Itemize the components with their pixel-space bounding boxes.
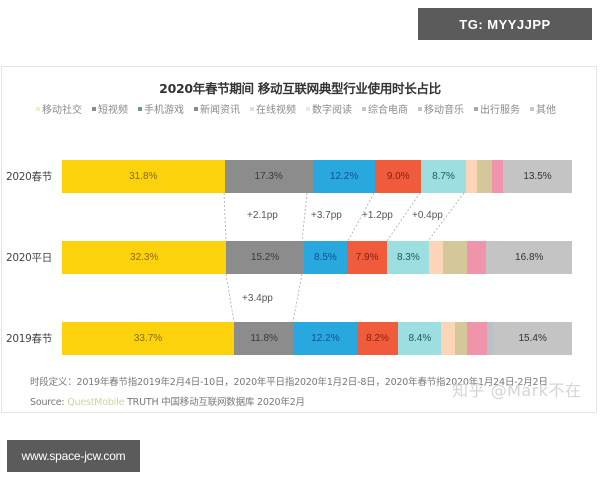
- bar-segment: 7.9%: [347, 241, 388, 274]
- legend-label: 数字阅读: [312, 105, 352, 116]
- bar-segment: 31.8%: [62, 160, 225, 193]
- bar-segment: 8.7%: [421, 160, 466, 193]
- legend-label: 手机游戏: [144, 105, 184, 116]
- row-label-2019-spring: 2019春节: [6, 333, 52, 345]
- period-definition: 时段定义：2019年春节指2019年2月4日-10日，2020年平日指2020年…: [30, 377, 548, 388]
- bar-segment: [442, 241, 467, 274]
- bar-2020-weekday: 32.3% 15.2% 8.5% 7.9% 8.3% 16.8%: [62, 241, 572, 274]
- bar-segment: 11.8%: [234, 322, 295, 355]
- legend-item: 其他: [530, 101, 556, 116]
- bar-segment: 16.8%: [486, 241, 572, 274]
- bar-2020-spring: 31.8% 17.3% 12.2% 9.0% 8.7% 13.5%: [62, 160, 572, 193]
- legend-swatch-icon: [36, 106, 40, 111]
- bar-segment: 8.5%: [303, 241, 348, 274]
- source-label: Source:: [30, 397, 65, 408]
- row-label-2020-weekday: 2020平日: [6, 252, 52, 264]
- bar-segment: 12.2%: [294, 322, 357, 355]
- bar-segment: [429, 241, 443, 274]
- bar-segment: 15.2%: [226, 241, 304, 274]
- source-brand: QuestMobile: [67, 397, 125, 408]
- bar-segment: [454, 322, 468, 355]
- legend-label: 在线视频: [256, 105, 296, 116]
- bar-segment: [465, 160, 478, 193]
- annotation-short-video-2020: +2.1pp: [247, 210, 278, 221]
- legend-label: 出行服务: [480, 105, 520, 116]
- legend-label: 综合电商: [368, 105, 408, 116]
- bar-segment: 13.5%: [503, 160, 572, 193]
- source-rest: TRUTH 中国移动互联网数据库 2020年2月: [127, 397, 305, 408]
- legend-label: 其他: [536, 105, 556, 116]
- legend-item: 移动社交: [36, 101, 82, 116]
- source-line: Source: QuestMobile TRUTH 中国移动互联网数据库 202…: [30, 394, 305, 408]
- bar-segment: [466, 241, 487, 274]
- legend-swatch-icon: [362, 106, 366, 111]
- annotation-online-video-2020: +0.4pp: [412, 210, 443, 221]
- bar-segment: 17.3%: [224, 160, 313, 193]
- legend-item: 移动音乐: [418, 101, 464, 116]
- bar-segment: [467, 322, 488, 355]
- bar-segment: 9.0%: [375, 160, 422, 193]
- bar-segment: [491, 160, 503, 193]
- legend-item: 数字阅读: [306, 101, 352, 116]
- legend-item: 手机游戏: [138, 101, 184, 116]
- chart-title: 2020年春节期间 移动互联网典型行业使用时长占比: [159, 81, 441, 96]
- legend-item: 综合电商: [362, 101, 408, 116]
- legend-swatch-icon: [530, 106, 534, 111]
- legend-swatch-icon: [194, 106, 198, 111]
- legend-label: 移动社交: [42, 105, 82, 116]
- annotation-mobile-games-2020: +3.7pp: [311, 210, 342, 221]
- bar-segment: 32.3%: [62, 241, 227, 274]
- legend-swatch-icon: [250, 106, 254, 111]
- legend-item: 新闻资讯: [194, 101, 240, 116]
- bar-segment: [441, 322, 455, 355]
- legend-swatch-icon: [92, 106, 96, 111]
- legend-label: 移动音乐: [424, 105, 464, 116]
- legend-item: 在线视频: [250, 101, 296, 116]
- legend-swatch-icon: [418, 106, 422, 111]
- bar-segment: 33.7%: [62, 322, 235, 355]
- bar-segment: 15.4%: [493, 322, 572, 355]
- legend-label: 新闻资讯: [200, 105, 240, 116]
- legend-label: 短视频: [98, 105, 128, 116]
- tg-badge: TG: MYYJJPP: [418, 8, 592, 40]
- annotation-short-video-2019: +3.4pp: [242, 293, 273, 304]
- legend-swatch-icon: [138, 106, 142, 111]
- legend-swatch-icon: [306, 106, 310, 111]
- legend-item: 出行服务: [474, 101, 520, 116]
- bar-segment: [477, 160, 492, 193]
- bar-segment: [487, 322, 494, 355]
- legend-item: 短视频: [92, 101, 128, 116]
- bar-segment: 8.4%: [398, 322, 442, 355]
- bar-segment: 8.2%: [356, 322, 399, 355]
- legend-swatch-icon: [474, 106, 478, 111]
- bar-segment: 12.2%: [312, 160, 376, 193]
- row-label-2020-spring: 2020春节: [6, 171, 52, 183]
- annotation-news-2020: +1.2pp: [362, 210, 393, 221]
- zhihu-watermark: 知乎 @Mark不在: [452, 381, 582, 400]
- site-badge: www.space-jcw.com: [7, 440, 140, 472]
- bar-2019-spring: 33.7% 11.8% 12.2% 8.2% 8.4% 15.4%: [62, 322, 572, 355]
- bar-segment: 8.3%: [387, 241, 430, 274]
- chart-frame: [1, 66, 597, 413]
- legend: 移动社交 短视频 手机游戏 新闻资讯 在线视频 数字阅读 综合电商 移动音乐 出行服务 其他: [36, 101, 576, 116]
